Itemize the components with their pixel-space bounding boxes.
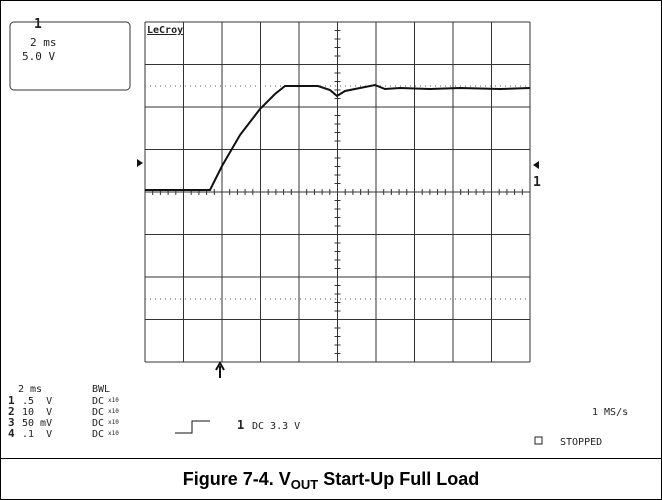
readout-timebase: 2 ms bbox=[30, 36, 57, 49]
waveform bbox=[145, 83, 531, 191]
channel-coupling: DC bbox=[92, 396, 104, 407]
caption-suffix: Start-Up Full Load bbox=[318, 469, 479, 489]
channel-probe: x10 bbox=[108, 408, 119, 415]
bwl: BWL bbox=[92, 384, 110, 395]
brand: LeCroy bbox=[147, 25, 183, 36]
channel-probe: x10 bbox=[108, 397, 119, 404]
channel-coupling: DC bbox=[92, 429, 104, 440]
channel-id: 2 bbox=[8, 405, 15, 418]
level-marker bbox=[137, 159, 143, 167]
status-box bbox=[534, 436, 543, 445]
caption-prefix: Figure 7-4. V bbox=[183, 469, 291, 489]
readout-volts: 5.0 V bbox=[22, 50, 55, 63]
channel-marker bbox=[533, 161, 539, 169]
caption: Figure 7-4. VOUT Start-Up Full Load bbox=[183, 469, 479, 492]
channel-probe: x10 bbox=[108, 430, 119, 437]
channel-id: 1 bbox=[8, 394, 15, 407]
channel-id: 3 bbox=[8, 416, 15, 429]
bottom-timebase: 2 ms bbox=[18, 384, 42, 395]
channel-coupling: DC bbox=[92, 407, 104, 418]
trace-marker: 1 bbox=[533, 175, 541, 190]
trigger: DC 3.3 V bbox=[252, 421, 300, 432]
trigger-arrow bbox=[215, 360, 225, 378]
channel-scale: .5 V bbox=[22, 396, 52, 407]
trigger-symbol bbox=[175, 420, 210, 434]
channel-scale: .1 V bbox=[22, 429, 52, 440]
sample-rate: 1 MS/s bbox=[592, 407, 628, 418]
readout-box bbox=[9, 21, 131, 91]
caption-subscript: OUT bbox=[291, 477, 319, 492]
channel-scale: 10 V bbox=[22, 407, 52, 418]
channel-probe: x10 bbox=[108, 419, 119, 426]
status: STOPPED bbox=[560, 437, 602, 448]
trigger-channel: 1 bbox=[237, 418, 244, 432]
graticule bbox=[144, 21, 531, 363]
readout-channel: 1 bbox=[34, 17, 42, 32]
channel-coupling: DC bbox=[92, 418, 104, 429]
channel-list: 1 .5 V DC x10 2 10 V DC x10 3 50 mV DC x10 4 .1 V DC x1… bbox=[8, 394, 119, 440]
channel-scale: 50 mV bbox=[22, 418, 52, 429]
channel-id: 4 bbox=[8, 427, 15, 440]
